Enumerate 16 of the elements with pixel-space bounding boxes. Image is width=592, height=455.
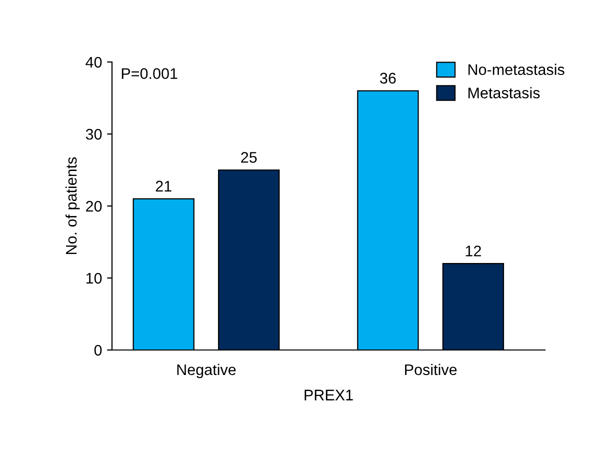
y-tick-label: 0 (94, 344, 102, 356)
data-label: 21 (156, 180, 172, 192)
x-axis-title: PREX1 (304, 390, 353, 400)
legend-label: No-metastasis (468, 64, 564, 76)
data-label: 25 (241, 152, 257, 163)
data-label: 12 (466, 246, 481, 256)
y-axis-title: No. of patients (65, 157, 80, 254)
y-tick-label: 30 (86, 128, 102, 140)
annotation: P=0.001 (122, 68, 178, 79)
x-tick-label: Positive (405, 364, 457, 376)
y-tick-label: 40 (86, 56, 102, 68)
legend-label: Metastasis (468, 87, 540, 98)
data-label: 36 (380, 72, 396, 84)
y-tick-label: 20 (86, 200, 102, 212)
y-tick-label: 10 (86, 272, 102, 284)
x-tick-label: Negative (177, 364, 236, 378)
